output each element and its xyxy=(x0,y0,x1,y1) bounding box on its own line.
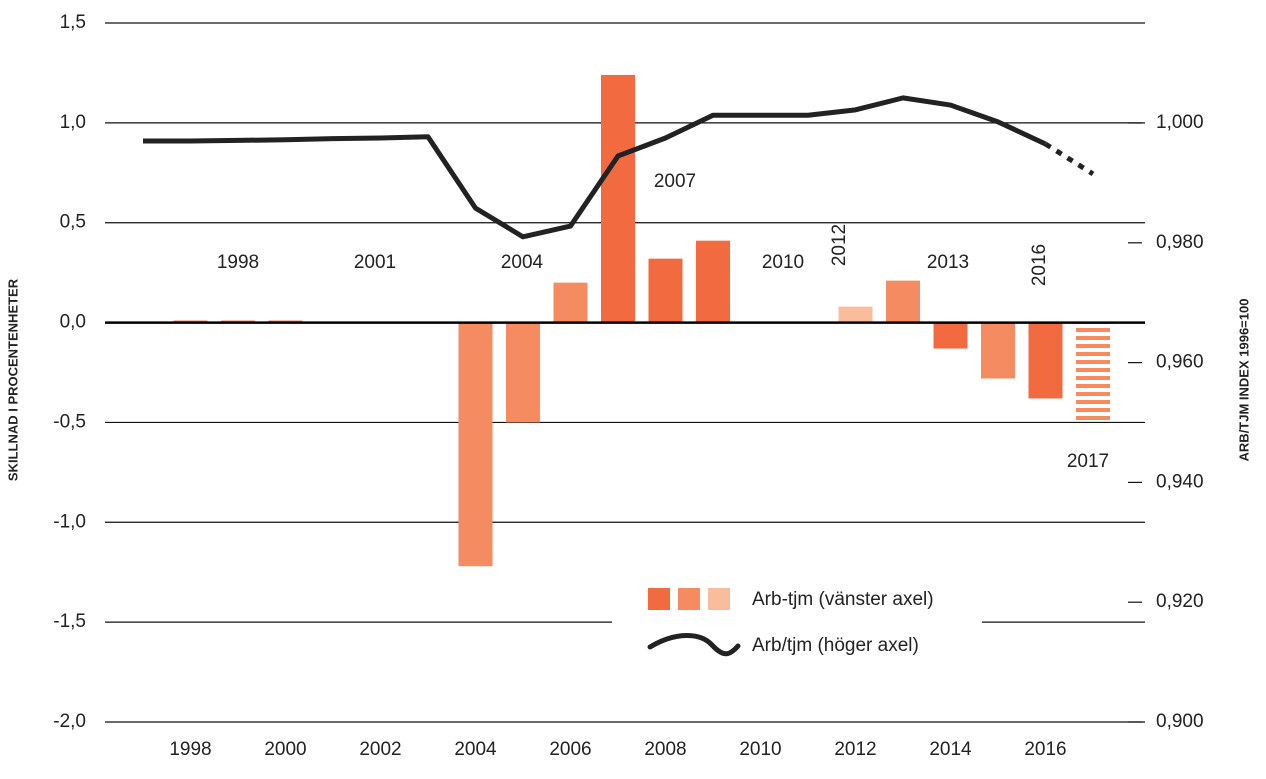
annotation: 2001 xyxy=(354,252,396,273)
x-tick-label: 1998 xyxy=(169,739,211,760)
line xyxy=(143,95,1047,240)
bar xyxy=(648,258,683,323)
legend-swatch xyxy=(648,588,670,610)
y2-tick-label: 0,980 xyxy=(1156,232,1204,253)
y2-tick-label: 0,960 xyxy=(1156,352,1204,373)
legend-swatch xyxy=(708,588,730,610)
y-tick-label: 0,0 xyxy=(60,312,86,333)
bar xyxy=(1076,322,1110,423)
x-tick-label: 2016 xyxy=(1024,739,1066,760)
bar xyxy=(838,306,873,323)
x-tick-label: 2006 xyxy=(549,739,591,760)
bar xyxy=(553,282,588,323)
x-tick-label: 2012 xyxy=(834,739,876,760)
legend-swatch xyxy=(678,588,700,610)
y-tick-label: 1,5 xyxy=(60,12,86,33)
legend-label: Arb/tjm (höger axel) xyxy=(752,635,919,656)
y2-tick-label: 1,000 xyxy=(1156,112,1204,133)
x-tick-label: 2004 xyxy=(454,739,497,760)
x-tick-label: 2000 xyxy=(264,739,306,760)
x-tick-label: 2014 xyxy=(929,739,972,760)
bar xyxy=(933,322,968,349)
y2-tick-label: 0,920 xyxy=(1156,591,1204,612)
x-tick-label: 2010 xyxy=(739,739,781,760)
annotation: 1998 xyxy=(217,252,259,273)
legend-background xyxy=(612,576,982,672)
legend-line xyxy=(647,633,741,657)
annotation: 2017 xyxy=(1067,451,1109,472)
bar xyxy=(506,322,540,423)
annotation: 2007 xyxy=(654,171,696,192)
bar xyxy=(458,322,493,567)
annotation: 2013 xyxy=(927,252,969,273)
y-tick-label: -1,0 xyxy=(53,511,86,532)
y-tick-label: 1,0 xyxy=(60,112,86,133)
y2-tick-label: 0,900 xyxy=(1156,711,1204,732)
x-tick-label: 2002 xyxy=(359,739,401,760)
legend-label: Arb-tjm (vänster axel) xyxy=(752,589,934,610)
y-tick-label: -0,5 xyxy=(53,411,86,432)
annotation: 2016 xyxy=(1029,244,1050,286)
bar xyxy=(601,74,635,323)
bar xyxy=(981,322,1015,379)
y2-tick-label: 0,940 xyxy=(1156,471,1204,492)
bar xyxy=(886,280,920,323)
annotation: 2004 xyxy=(501,252,544,273)
y-axis-title: SKILLNAD I PROCENTENHETER xyxy=(5,278,20,481)
annotation: 2012 xyxy=(829,224,850,266)
y-tick-label: 0,5 xyxy=(60,212,86,233)
bar xyxy=(696,240,730,323)
x-tick-label: 2008 xyxy=(644,739,686,760)
bar xyxy=(1028,322,1063,399)
line-projection xyxy=(1044,141,1095,177)
annotation: 2010 xyxy=(762,252,804,273)
y-tick-label: -1,5 xyxy=(53,611,86,632)
y2-axis-title: ARB/TJM INDEX 1996=100 xyxy=(1236,299,1251,462)
y-tick-label: -2,0 xyxy=(53,711,86,732)
